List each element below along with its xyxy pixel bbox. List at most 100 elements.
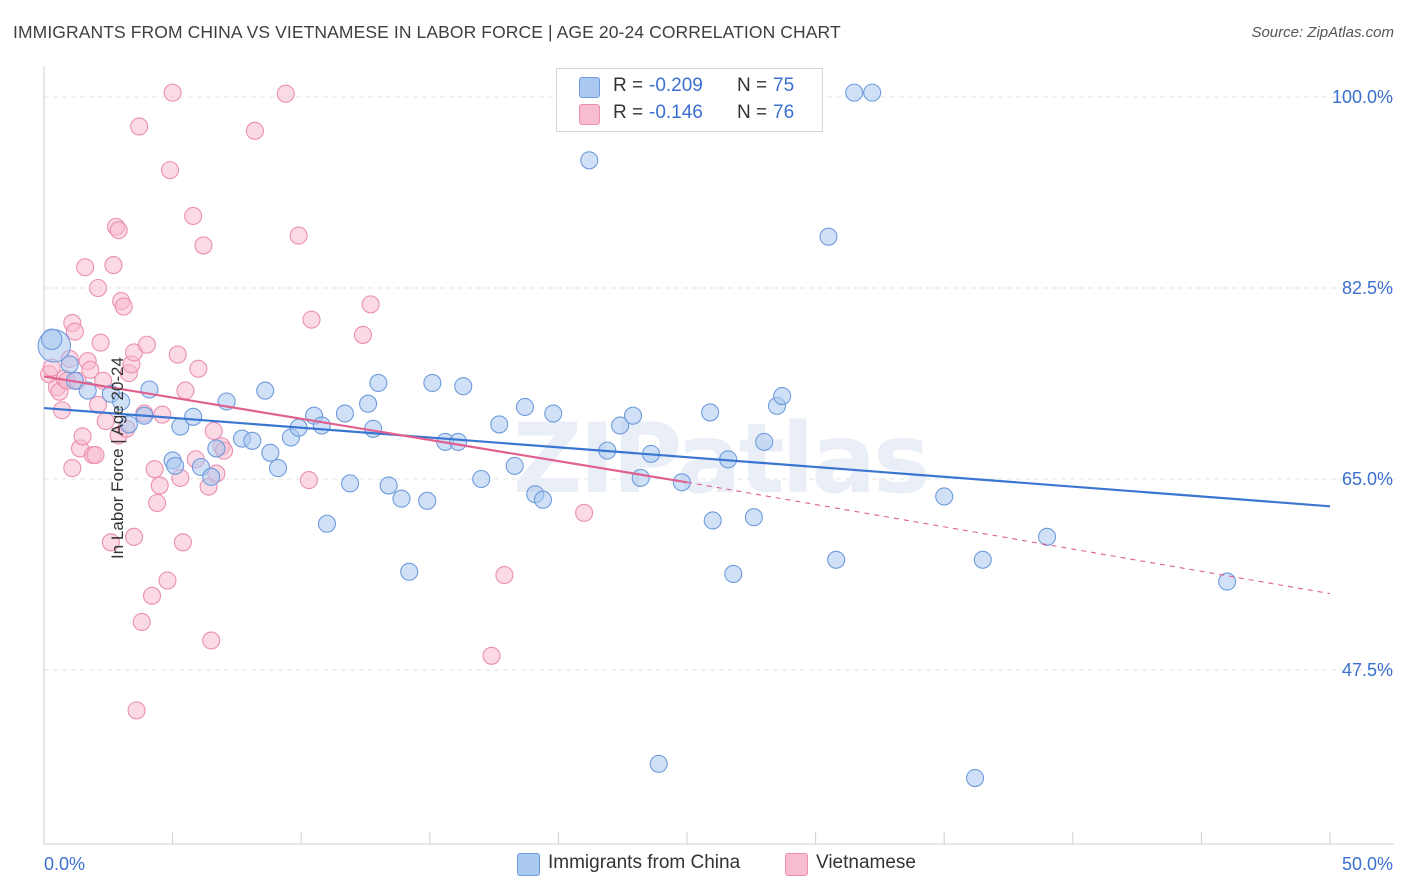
china-point <box>973 550 992 569</box>
china-trend-line <box>43 406 1331 508</box>
vietnamese-point <box>184 206 203 226</box>
vietnamese-point <box>176 381 195 400</box>
legend-swatch-china <box>579 77 600 98</box>
legend-r-label: R = <box>613 75 644 96</box>
vietnamese-point <box>173 533 192 552</box>
china-point <box>533 490 553 509</box>
vietnamese-point <box>88 278 108 298</box>
china-point <box>819 227 838 246</box>
china-point <box>1038 527 1057 546</box>
vietnamese-point <box>130 117 149 136</box>
china-point <box>184 407 203 426</box>
vietnamese-point <box>153 405 172 424</box>
vietnamese-point <box>482 646 501 665</box>
vietnamese-point <box>86 445 105 465</box>
china-point <box>724 564 743 584</box>
vietnamese-point <box>104 256 123 275</box>
china-point <box>845 83 864 102</box>
legend-n-label: N = <box>737 102 768 123</box>
china-point <box>544 404 563 423</box>
source-label: Source: ZipAtlas.com <box>1251 24 1394 41</box>
bottom-legend-swatch-china <box>517 853 540 876</box>
china-point <box>112 392 131 411</box>
vietnamese-point <box>73 427 92 446</box>
axes <box>43 66 1394 845</box>
x-tick-label: 50.0% <box>1342 854 1393 874</box>
vietnamese-point <box>148 493 167 513</box>
vietnamese-point <box>289 226 308 245</box>
vietnamese-point <box>137 335 156 354</box>
china-point <box>312 416 331 435</box>
china-point <box>369 373 388 393</box>
china-point <box>423 373 442 393</box>
vietnamese-point <box>81 360 100 379</box>
vietnamese-point <box>160 161 180 180</box>
legend-r-label: R = <box>613 102 644 123</box>
china-point <box>261 443 280 462</box>
vietnamese-point <box>189 359 208 378</box>
china-point <box>490 415 509 434</box>
y-tick-label: 65.0% <box>1342 469 1393 489</box>
china-point <box>379 476 398 495</box>
legend-r-value: -0.146 <box>649 102 703 123</box>
vietnamese-point <box>63 459 82 478</box>
chart-title: IMMIGRANTS FROM CHINA VS VIETNAMESE IN L… <box>13 22 841 42</box>
china-point <box>166 456 185 475</box>
vietnamese-point <box>299 471 318 490</box>
y-tick-labels: 47.5% 65.0% 82.5% 100.0% <box>1332 87 1393 680</box>
legend-n-value: 75 <box>773 75 795 96</box>
china-point <box>935 487 954 506</box>
bottom-legend-swatch-vietnamese <box>785 853 808 876</box>
legend-n-value: 76 <box>773 102 795 123</box>
legend-n-label: N = <box>737 75 768 96</box>
vietnamese-point <box>204 421 223 441</box>
vietnamese-point <box>114 297 133 316</box>
x-tick-labels: 0.0% 50.0% <box>44 854 1393 874</box>
china-point <box>40 328 63 351</box>
x-tick-label: 0.0% <box>44 854 85 874</box>
china-point <box>60 355 79 374</box>
china-point <box>400 562 419 581</box>
series-immigrants-from-china <box>37 83 1237 788</box>
china-point <box>418 491 437 510</box>
china-point <box>256 381 275 400</box>
china-point <box>454 377 473 396</box>
china-point <box>773 387 792 406</box>
china-point <box>580 151 599 170</box>
vietnamese-point <box>245 121 264 140</box>
vietnamese-point <box>168 345 187 364</box>
vietnamese-point <box>353 325 372 344</box>
vietnamese-point <box>575 503 594 522</box>
china-point <box>701 403 720 422</box>
trend-lines <box>43 375 1331 595</box>
china-point <box>631 468 650 487</box>
y-tick-label: 82.5% <box>1342 278 1393 298</box>
china-point <box>335 404 354 423</box>
china-point <box>78 381 97 400</box>
bottom-legend-label-vietnamese: Vietnamese <box>816 852 916 873</box>
vietnamese-point <box>91 333 110 352</box>
china-point <box>472 469 491 489</box>
china-point <box>611 416 630 435</box>
vietnamese-point <box>76 258 95 277</box>
china-point <box>202 467 221 486</box>
china-point <box>827 550 846 569</box>
china-point <box>703 511 722 530</box>
china-point <box>317 514 336 533</box>
vietnamese-point <box>150 476 169 495</box>
vietnamese-point <box>495 565 514 585</box>
china-point <box>359 394 378 413</box>
vietnamese-trend-extension <box>686 481 1331 595</box>
bottom-legend-label-china: Immigrants from China <box>548 852 741 873</box>
y-tick-label: 100.0% <box>1332 87 1393 107</box>
china-point <box>449 432 468 451</box>
legend-swatch-vietnamese <box>579 104 600 125</box>
vietnamese-point <box>194 236 213 255</box>
china-point <box>269 459 288 478</box>
vietnamese-point <box>302 310 321 329</box>
china-point <box>515 397 535 417</box>
china-point <box>243 431 262 450</box>
vietnamese-trend-line <box>43 375 688 484</box>
legend-r-value: -0.209 <box>649 75 703 96</box>
